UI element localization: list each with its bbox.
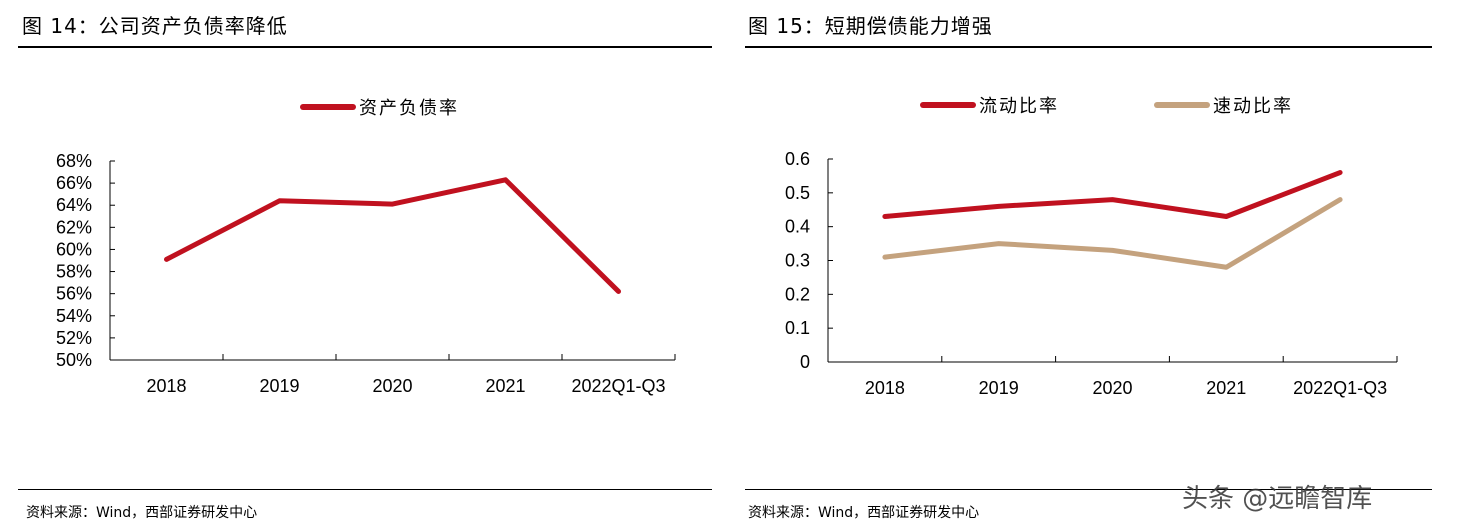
legend-label: 资产负债率 [359,98,459,119]
x-tick-label: 2022Q1-Q3 [571,376,665,396]
y-tick-label: 62% [56,217,92,237]
y-tick-label: 0.5 [785,183,810,203]
y-tick-label: 50% [56,350,92,370]
y-tick-label: 0.4 [785,217,810,237]
watermark: 头条 @远瞻智库 [1182,484,1373,514]
y-tick-label: 52% [56,328,92,348]
x-tick-label: 2022Q1-Q3 [1293,378,1387,398]
right-source-rule [745,489,1432,490]
x-tick-label: 2020 [372,376,412,396]
left-source-rule [18,489,712,490]
y-tick-label: 60% [56,239,92,259]
left-chart-title: 图 14：公司资产负债率降低 [22,14,288,38]
series-line-流动比率 [882,170,1343,220]
right-title-rule [745,46,1432,48]
x-tick-label: 2019 [259,376,299,396]
series-line-资产负债率 [164,177,621,294]
y-tick-label: 54% [56,306,92,326]
x-tick-label: 2020 [1092,378,1132,398]
x-tick-label: 2019 [979,378,1019,398]
legend-label: 速动比率 [1213,96,1293,117]
y-tick-label: 0.2 [785,284,810,304]
x-tick-label: 2021 [1206,378,1246,398]
y-tick-label: 0.3 [785,251,810,271]
x-tick-label: 2021 [485,376,525,396]
y-tick-label: 0.1 [785,318,810,338]
x-tick-label: 2018 [865,378,905,398]
y-tick-label: 66% [56,173,92,193]
right-chart-title: 图 15：短期偿债能力增强 [748,14,993,38]
left-source-note: 资料来源：Wind，西部证券研发中心 [26,505,258,521]
y-tick-label: 0 [800,352,810,372]
y-tick-label: 0.6 [785,149,810,169]
right-source-note: 资料来源：Wind，西部证券研发中心 [748,505,980,521]
left-title-rule [18,46,712,48]
y-tick-label: 56% [56,284,92,304]
y-tick-label: 64% [56,195,92,215]
y-tick-label: 58% [56,262,92,282]
legend-label: 流动比率 [979,96,1059,117]
y-tick-label: 68% [56,151,92,171]
x-tick-label: 2018 [146,376,186,396]
